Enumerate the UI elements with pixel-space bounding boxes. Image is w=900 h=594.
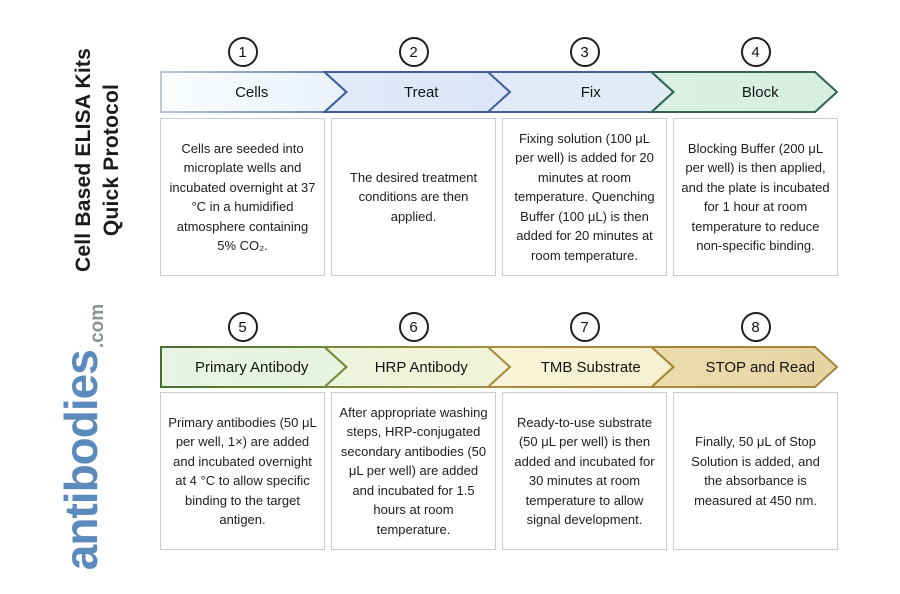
description-row-1: Cells are seeded into microplate wells a… (160, 118, 838, 276)
step-3-number-badge: 3 (569, 37, 600, 67)
page-title: Cell Based ELISA Kits Quick Protocol (70, 30, 128, 290)
step-2-label: Treat (404, 83, 439, 101)
step-4-number-badge: 4 (740, 37, 771, 67)
step-6-number-badge: 6 (398, 312, 429, 342)
brand-logo: antibodies .com (54, 277, 118, 594)
step-number-row-2: 5 6 7 8 (160, 312, 838, 342)
step-4-label: Block (741, 83, 779, 101)
brand-logo-text: antibodies (55, 350, 107, 571)
chevron-band-svg-1 (160, 71, 838, 113)
step-1-description-box: Cells are seeded into microplate wells a… (160, 118, 325, 276)
step-3-description: Fixing solution (100 μL per well) is add… (514, 130, 655, 263)
step-1-label: Cells (235, 83, 269, 101)
step-2-description-box: The desired treatment conditions are the… (331, 118, 496, 276)
step-8-number-badge: 8 (740, 312, 771, 342)
chevron-band-row-2: Primary Antibody HRP Antibody TMB Substr… (160, 345, 838, 389)
step-4-description: Blocking Buffer (200 μL per well) is the… (681, 140, 830, 254)
step-6-label: HRP Antibody (374, 358, 468, 376)
step-5-description: Primary antibodies (50 μL per well, 1×) … (168, 414, 317, 528)
step-6-description-box: After appropriate washing steps, HRP-con… (331, 392, 496, 550)
chevron-band-row-1: Cells Treat Fix Block (160, 70, 838, 114)
step-7-description-box: Ready-to-use substrate (50 μL per well) … (502, 392, 667, 550)
step-5-number-badge: 5 (227, 312, 258, 342)
step-7-description: Ready-to-use substrate (50 μL per well) … (514, 414, 655, 528)
step-3-description-box: Fixing solution (100 μL per well) is add… (502, 118, 667, 276)
chevron-arrow-stop-and-read (648, 346, 838, 388)
step-1-number-badge: 1 (227, 37, 258, 67)
step-2-number-badge: 2 (398, 37, 429, 67)
step-3-label: Fix (580, 83, 601, 101)
brand-logo-suffix: .com (87, 303, 108, 349)
step-7-number-badge: 7 (569, 312, 600, 342)
page-title-line1: Cell Based ELISA Kits (72, 48, 95, 272)
step-5-description-box: Primary antibodies (50 μL per well, 1×) … (160, 392, 325, 550)
page-title-line2: Quick Protocol (99, 83, 123, 237)
chevron-band-svg-2 (160, 346, 838, 388)
step-5-label: Primary Antibody (195, 358, 309, 376)
description-row-2: Primary antibodies (50 μL per well, 1×) … (160, 392, 838, 550)
step-6-description: After appropriate washing steps, HRP-con… (339, 404, 488, 537)
step-8-label: STOP and Read (705, 358, 816, 376)
step-8-description: Finally, 50 μL of Stop Solution is added… (691, 434, 820, 508)
step-4-description-box: Blocking Buffer (200 μL per well) is the… (673, 118, 838, 276)
step-8-description-box: Finally, 50 μL of Stop Solution is added… (673, 392, 838, 550)
step-2-description: The desired treatment conditions are the… (349, 169, 478, 224)
chevron-arrow-block (648, 71, 838, 113)
step-1-description: Cells are seeded into microplate wells a… (169, 140, 316, 254)
step-7-label: TMB Substrate (540, 358, 641, 376)
step-number-row-1: 1 2 3 4 (160, 37, 838, 67)
